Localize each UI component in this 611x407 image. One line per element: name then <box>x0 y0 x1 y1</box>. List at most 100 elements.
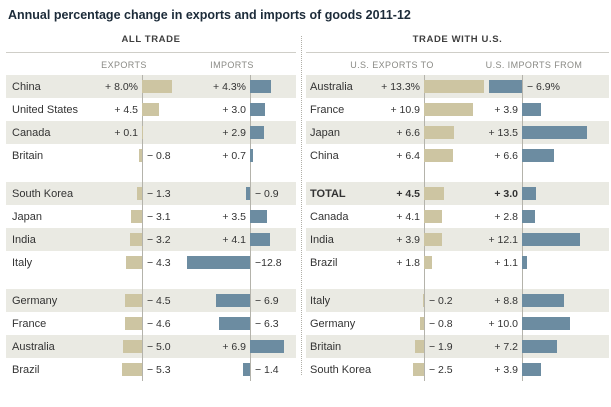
imports-value: + 3.0 <box>222 103 246 116</box>
country-label: Germany <box>12 294 58 307</box>
imports-value: + 2.9 <box>222 126 246 139</box>
imports-bar <box>522 233 580 246</box>
panel-trade-with-us: TRADE WITH U.S. U.S. EXPORTS TO U.S. IMP… <box>306 34 609 381</box>
exports-value: − 5.3 <box>147 363 171 376</box>
imports-value: − 6.3 <box>255 317 279 330</box>
imports-value: + 3.9 <box>494 363 518 376</box>
imports-value: + 10.0 <box>488 317 519 330</box>
exports-bar <box>423 294 424 307</box>
exports-bar <box>142 103 159 116</box>
imports-value: + 13.5 <box>488 126 519 139</box>
exports-bar <box>139 149 142 162</box>
chart-page: Annual percentage change in exports and … <box>6 8 611 381</box>
imports-value: + 7.2 <box>494 340 518 353</box>
imports-bar <box>250 126 264 139</box>
imports-bar <box>250 103 265 116</box>
imports-value: − 0.9 <box>255 187 279 200</box>
exports-zero-axis <box>424 75 425 381</box>
imports-bar <box>522 294 564 307</box>
chart-row-india: India − 3.2 + 4.1 <box>6 228 296 251</box>
imports-value: − 1.4 <box>255 363 279 376</box>
country-label: Canada <box>12 126 51 139</box>
imports-bar <box>522 210 535 223</box>
chart-row-france: France − 4.6 − 6.3 <box>6 312 296 335</box>
chart-row-japan: Japan − 3.1 + 3.5 <box>6 205 296 228</box>
imports-value: + 2.8 <box>494 210 518 223</box>
country-label: Britain <box>310 340 342 353</box>
exports-bar <box>424 149 453 162</box>
chart-row-germany: Germany − 4.5 − 6.9 <box>6 289 296 312</box>
imports-zero-axis <box>250 75 251 381</box>
panel-trade-with-us-header: TRADE WITH U.S. <box>306 34 609 53</box>
chart-row-united-states: United States + 4.5 + 3.0 <box>6 98 296 121</box>
imports-value: + 8.8 <box>494 294 518 307</box>
imports-value: + 1.1 <box>494 256 518 269</box>
panel-trade-with-us-rows: Australia + 13.3% − 6.9% France + 10.9 + 3.9 J… <box>306 75 609 381</box>
imports-bar <box>522 256 527 269</box>
country-label: Australia <box>310 80 353 93</box>
trade-chart: ALL TRADE EXPORTS IMPORTS China + 8.0% + 4… <box>6 34 611 381</box>
exports-bar <box>420 317 424 330</box>
exports-value: + 3.9 <box>396 233 420 246</box>
chart-row-italy: Italy − 4.3 −12.8 <box>6 251 296 274</box>
imports-value: −12.8 <box>255 256 282 269</box>
exports-bar <box>142 126 143 139</box>
column-header-exports: EXPORTS <box>101 60 147 70</box>
country-label: Italy <box>12 256 33 269</box>
exports-bar <box>413 363 424 376</box>
exports-value: + 6.6 <box>396 126 420 139</box>
country-label: TOTAL <box>310 187 346 200</box>
country-label: China <box>310 149 339 162</box>
exports-bar <box>415 340 424 353</box>
imports-zero-axis <box>522 75 523 381</box>
panel-divider-line <box>301 36 302 375</box>
chart-row-south-korea: South Korea − 2.5 + 3.9 <box>306 358 609 381</box>
imports-bar <box>219 317 250 330</box>
country-label: Brazil <box>310 256 338 269</box>
country-label: Brazil <box>12 363 40 376</box>
country-label: United States <box>12 103 79 116</box>
imports-value: + 6.6 <box>494 149 518 162</box>
imports-bar <box>250 80 271 93</box>
imports-bar <box>489 80 522 93</box>
exports-bar <box>126 256 142 269</box>
imports-bar <box>250 210 267 223</box>
country-label: Germany <box>310 317 356 330</box>
column-header-us-exports-to: U.S. EXPORTS TO <box>350 60 434 70</box>
imports-bar <box>522 103 541 116</box>
imports-value: + 3.9 <box>494 103 518 116</box>
exports-bar <box>424 80 484 93</box>
exports-bar <box>424 103 473 116</box>
country-label: Italy <box>310 294 331 307</box>
imports-value: − 6.9 <box>255 294 279 307</box>
country-label: France <box>12 317 47 330</box>
exports-value: − 5.0 <box>147 340 171 353</box>
country-label: India <box>310 233 334 246</box>
chart-row-india: India + 3.9 + 12.1 <box>306 228 609 251</box>
imports-bar <box>522 317 570 330</box>
imports-value: + 4.3% <box>213 80 246 93</box>
exports-value: − 4.6 <box>147 317 171 330</box>
imports-bar <box>250 340 284 353</box>
exports-value: − 0.8 <box>147 149 171 162</box>
imports-bar <box>522 149 554 162</box>
imports-value: + 3.5 <box>222 210 246 223</box>
chart-row-canada: Canada + 4.1 + 2.8 <box>306 205 609 228</box>
chart-row-canada: Canada + 0.1 + 2.9 <box>6 121 296 144</box>
imports-bar <box>216 294 250 307</box>
country-label: Japan <box>310 126 340 139</box>
panel-all-trade-rows: China + 8.0% + 4.3% United States + 4.5 + 3.0… <box>6 75 296 381</box>
exports-bar <box>125 294 142 307</box>
chart-row-australia: Australia − 5.0 + 6.9 <box>6 335 296 358</box>
chart-row-france: France + 10.9 + 3.9 <box>306 98 609 121</box>
exports-value: − 2.5 <box>429 363 453 376</box>
chart-row-italy: Italy − 0.2 + 8.8 <box>306 289 609 312</box>
exports-bar <box>424 233 442 246</box>
exports-bar <box>125 317 142 330</box>
exports-bar <box>424 187 444 200</box>
imports-value: + 3.0 <box>494 187 518 200</box>
imports-bar <box>246 187 250 200</box>
exports-bar <box>122 363 142 376</box>
imports-bar <box>243 363 250 376</box>
chart-row-china: China + 6.4 + 6.6 <box>306 144 609 167</box>
